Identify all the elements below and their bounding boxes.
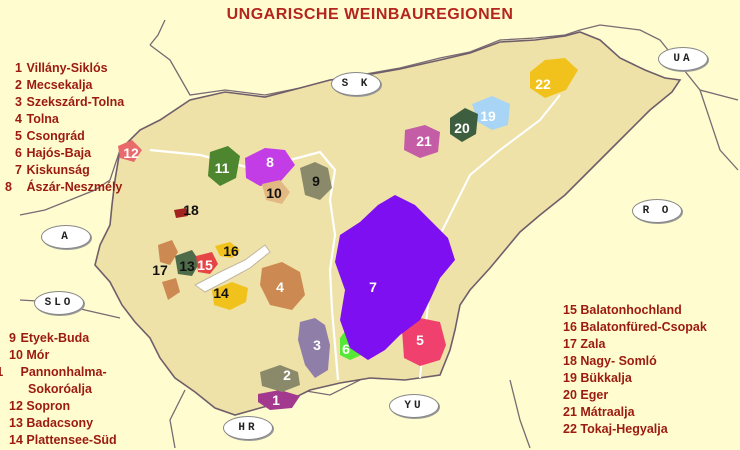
region-number-13: 13	[179, 258, 195, 274]
country-label-ua: UA	[658, 47, 708, 71]
tisza-river	[419, 94, 561, 379]
region-number-14: 14	[213, 285, 229, 301]
legend-item: 6 Hajós-Baja	[15, 146, 92, 160]
legend-bottom-left: 9 Etyek-Buda 10 Mór 11 Pannonhalma-Sokor…	[0, 330, 168, 449]
region-number-20: 20	[454, 120, 470, 136]
legend-item: 9 Etyek-Buda	[9, 331, 90, 345]
country-label-a: A	[41, 225, 91, 249]
wine-region-2	[260, 365, 300, 392]
legend-item: 14 Plattensee-Süd	[9, 433, 117, 447]
wine-region-18	[174, 208, 188, 218]
legend-item: 16 Balatonfüred-Csopak	[563, 320, 707, 334]
wine-region-4	[260, 262, 305, 310]
wine-region-13	[175, 250, 200, 276]
region-number-7: 7	[369, 279, 377, 295]
country-label-sk: S K	[331, 72, 381, 96]
danube-river	[149, 148, 340, 381]
legend-item: 7 Kiskunság	[15, 163, 90, 177]
legend-item: 3 Szekszárd-Tolna	[15, 95, 125, 109]
region-number-12: 12	[123, 145, 139, 161]
legend-right: 15 Balatonhochland 16 Balatonfüred-Csopa…	[563, 302, 707, 438]
legend-left: 1 Villány-Siklós 2 Mecsekalja 3 Szekszár…	[5, 60, 135, 196]
wine-regions	[118, 58, 578, 410]
legend-item: 22 Tokaj-Hegyalja	[563, 422, 668, 436]
wine-region-8	[245, 148, 295, 186]
legend-item: 2 Mecsekalja	[15, 78, 93, 92]
region-number-1: 1	[272, 392, 280, 408]
region-number-3: 3	[313, 337, 321, 353]
region-number-15: 15	[197, 257, 213, 273]
region-number-16: 16	[223, 243, 239, 259]
wine-region-5	[402, 318, 446, 366]
wine-region-9	[300, 162, 332, 200]
map-title: UNGARISCHE WEINBAUREGIONEN	[226, 6, 514, 23]
legend-item: 8 Ászár-Neszmély	[5, 180, 123, 194]
legend-item: 21 Mátraalja	[563, 405, 635, 419]
region-number-18: 18	[183, 202, 199, 218]
country-label-yu: YU	[389, 394, 439, 418]
wine-region-1	[258, 390, 300, 410]
region-number-17: 17	[152, 262, 168, 278]
wine-region-22	[530, 58, 578, 98]
legend-item: 11 Pannonhalma-Sokoróalja	[0, 365, 107, 396]
wine-region-20	[450, 108, 478, 142]
legend-item: 20 Eger	[563, 388, 609, 402]
wine-region-16	[215, 242, 240, 258]
wine-region-11	[208, 146, 240, 186]
region-number-19: 19	[480, 108, 496, 124]
wine-region-12	[118, 140, 142, 162]
region-number-22: 22	[535, 76, 551, 92]
wine-region-3	[298, 318, 330, 378]
wine-region-21	[404, 125, 440, 158]
legend-item: 4 Tolna	[15, 112, 59, 126]
region-number-10: 10	[266, 185, 282, 201]
wine-region-10	[262, 180, 290, 204]
legend-item: 10 Mór	[9, 348, 50, 362]
country-label-ro: R O	[632, 199, 682, 223]
region-number-6: 6	[342, 341, 350, 357]
wine-region-19	[472, 96, 510, 130]
legend-item: 15 Balatonhochland	[563, 303, 682, 317]
country-label-slo: SLO	[34, 291, 84, 315]
wine-region-15	[196, 252, 218, 274]
legend-item: 13 Badacsony	[9, 416, 94, 430]
region-number-2: 2	[283, 367, 291, 383]
wine-region-14	[212, 282, 248, 310]
wine-region-7	[335, 195, 455, 360]
legend-item: 17 Zala	[563, 337, 606, 351]
region-number-5: 5	[416, 332, 424, 348]
region-number-4: 4	[276, 279, 284, 295]
legend-item: 18 Nagy- Somló	[563, 354, 657, 368]
legend-item: 1 Villány-Siklós	[15, 61, 108, 75]
wine-region-17	[158, 240, 180, 300]
country-label-hr: HR	[223, 416, 273, 440]
legend-item: 19 Bükkalja	[563, 371, 632, 385]
region-number-9: 9	[312, 173, 320, 189]
region-number-8: 8	[266, 154, 274, 170]
legend-item: 5 Csongrád	[15, 129, 85, 143]
lake-balaton	[194, 244, 271, 293]
region-number-11: 11	[215, 160, 230, 176]
region-number-21: 21	[416, 133, 432, 149]
legend-item: 12 Sopron	[9, 399, 71, 413]
